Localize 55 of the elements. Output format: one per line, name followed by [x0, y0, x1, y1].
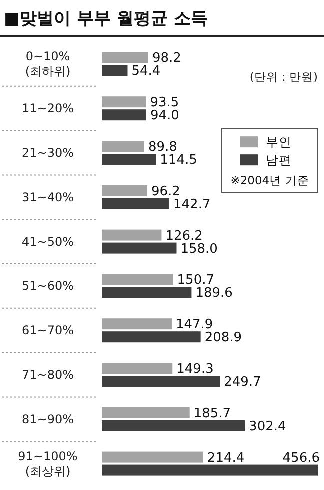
bar: [102, 287, 192, 298]
y-tick-label: 91~100% (최상위): [18, 449, 78, 478]
bar: [102, 110, 146, 121]
data-label: 214.4: [207, 450, 245, 466]
bar: [102, 185, 148, 196]
bar: [102, 52, 148, 64]
data-label: 96.2: [152, 184, 180, 200]
data-label: 149.3: [176, 362, 214, 377]
data-label: 89.8: [148, 140, 178, 155]
data-label: 142.7: [174, 197, 211, 212]
bar: [102, 96, 146, 108]
data-label: 94.0: [150, 108, 180, 124]
annotation: ※2004년 기준: [230, 174, 310, 188]
y-tick-label: 71~80%: [22, 368, 74, 382]
data-label: 98.2: [152, 51, 182, 66]
data-label: 189.6: [196, 286, 233, 302]
data-label: 208.9: [204, 330, 242, 346]
bar: [102, 363, 173, 374]
y-tick-label: 51~60%: [22, 279, 74, 294]
y-tick-label: 11~20%: [22, 102, 74, 116]
bar: [102, 198, 170, 210]
annotation: (단위 : 만원): [250, 70, 318, 84]
bar: [102, 452, 204, 463]
legend-label: 남편: [266, 152, 292, 168]
y-tick-label: 31~40%: [22, 190, 74, 204]
data-label: 93.5: [150, 96, 180, 111]
data-label: 158.0: [180, 242, 218, 257]
data-label: 185.7: [194, 406, 232, 422]
data-label: 126.2: [166, 228, 203, 244]
bar: [102, 407, 190, 418]
data-label: 114.5: [160, 153, 198, 168]
data-label: 150.7: [177, 273, 215, 288]
data-label: 54.4: [132, 64, 161, 80]
data-label: 302.4: [249, 419, 286, 434]
y-tick-label: 41~50%: [22, 234, 74, 249]
y-tick-label: 0~10% (최하위): [25, 50, 71, 79]
bar: [102, 154, 156, 165]
bar: [102, 464, 318, 476]
bar: [102, 376, 220, 387]
title: ■맞벌이 부부 월평균 소득: [4, 9, 208, 29]
legend-label: 부인: [266, 134, 292, 150]
data-label: 249.7: [224, 375, 262, 390]
bar: [102, 230, 162, 241]
data-label: 456.6: [282, 450, 320, 466]
bar: [102, 318, 172, 330]
y-tick-label: 21~30%: [22, 146, 74, 160]
bar: [102, 420, 246, 432]
bar: [102, 332, 201, 343]
y-tick-label: 81~90%: [22, 412, 74, 426]
bar: [102, 242, 177, 254]
data-label: 147.9: [176, 318, 214, 333]
bar: [102, 141, 144, 152]
bar: [102, 274, 174, 286]
y-tick-label: 61~70%: [22, 324, 74, 338]
bar: [102, 65, 128, 76]
